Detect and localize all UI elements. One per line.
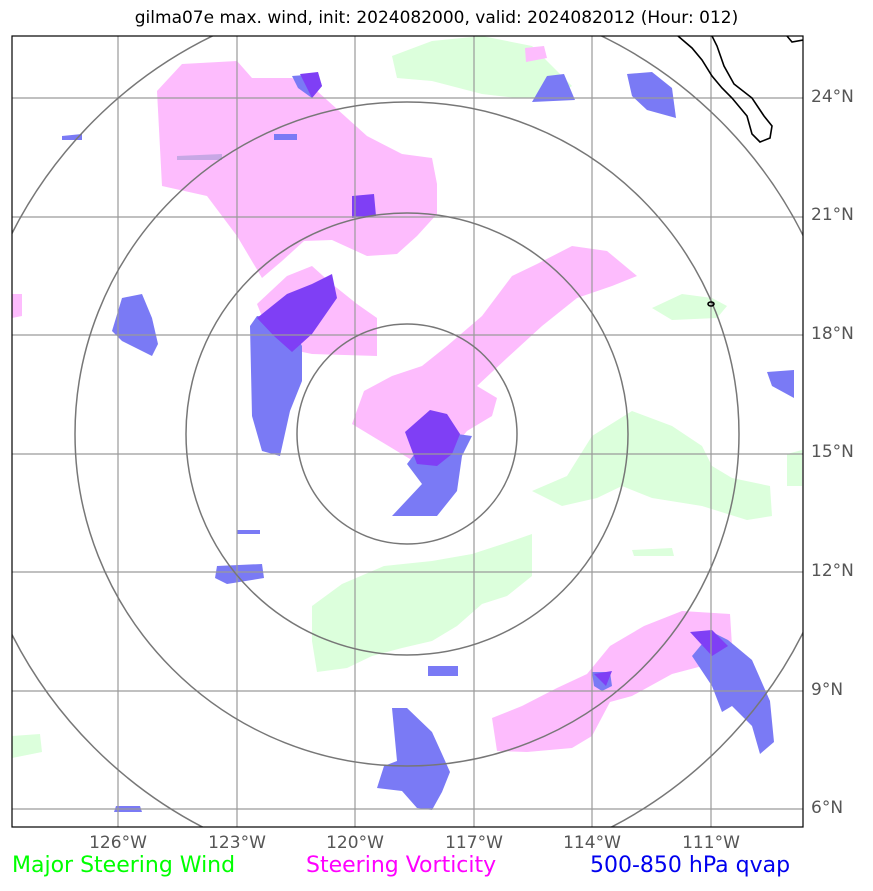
lat-gridlines [12,97,803,810]
lon-gridlines [117,36,712,827]
lat-label-9n: 9°N [811,680,844,700]
lat-label-21n: 21°N [811,205,854,225]
lon-label-114w: 114°W [563,833,621,853]
map-canvas [11,35,804,828]
map-panel [11,35,804,828]
lat-label-15n: 15°N [811,442,854,462]
qvap-regions [62,72,794,812]
legend-steering-vorticity: Steering Vorticity [306,853,497,878]
range-rings [12,36,803,827]
overlap-regions [257,72,728,686]
lat-label-18n: 18°N [811,324,854,344]
lat-label-24n: 24°N [811,87,854,107]
lon-label-117w: 117°W [445,833,503,853]
lon-label-123w: 123°W [208,833,266,853]
lon-label-120w: 120°W [326,833,384,853]
legend-qvap: 500-850 hPa qvap [590,853,791,878]
lat-label-12n: 12°N [811,561,854,581]
steering-vorticity-regions [12,46,732,752]
lon-label-111w: 111°W [682,833,740,853]
coastline [677,36,803,307]
lat-label-6n: 6°N [811,798,844,818]
legend-steering-wind: Major Steering Wind [12,853,236,878]
lon-label-126w: 126°W [89,833,147,853]
map-border [11,35,804,828]
map-title: gilma07e max. wind, init: 2024082000, va… [134,8,739,28]
